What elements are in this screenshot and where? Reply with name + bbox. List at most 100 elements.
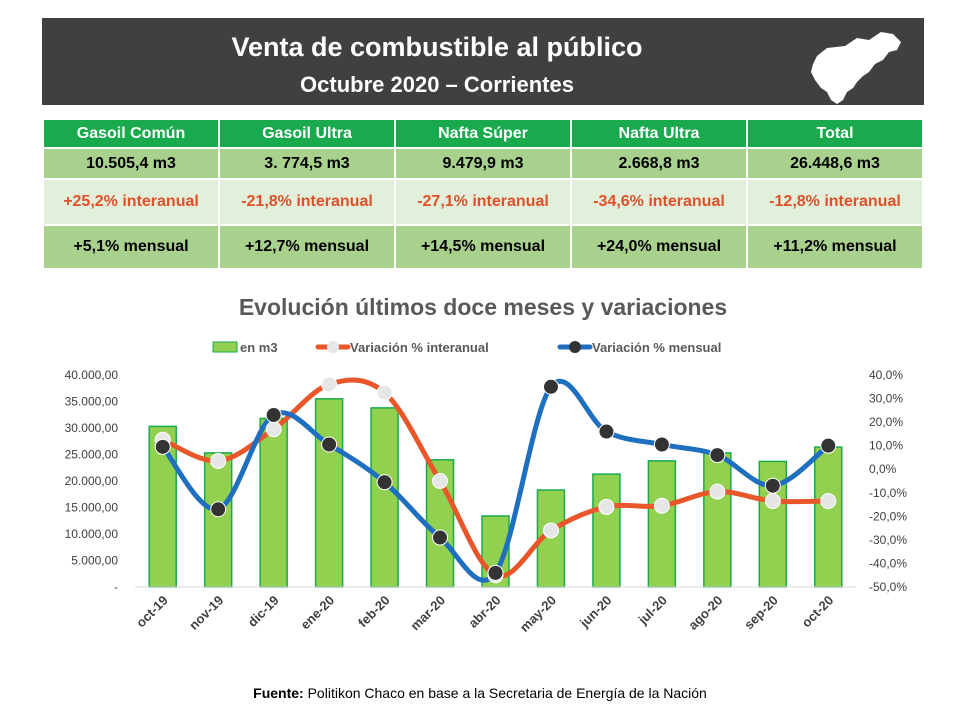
- legend-swatch-en-m3: [212, 341, 238, 353]
- source-note: Fuente: Politikon Chaco en base a la Sec…: [0, 685, 960, 701]
- marker-mensual-ene-20: [321, 436, 338, 453]
- x-tick-label-abr-20: abr-20: [465, 593, 503, 631]
- x-tick-label-ene-20: ene-20: [297, 593, 337, 633]
- y-left-tick-label: 40.000,00: [65, 368, 119, 382]
- page-subtitle: Octubre 2020 – Corrientes: [300, 72, 574, 97]
- y-right-tick-label: 40,0%: [869, 368, 903, 382]
- y-right-tick-label: -40,0%: [869, 556, 907, 570]
- bar-ago-20: [703, 452, 732, 588]
- legend-label-en-m3: en m3: [240, 340, 278, 355]
- mensual-cell: +5,1% mensual: [42, 224, 220, 270]
- source-label: Fuente:: [253, 685, 304, 701]
- x-tick-label-may-20: may-20: [517, 593, 559, 635]
- interanual-cell: -12,8% interanual: [746, 178, 924, 226]
- y-right-tick-label: 30,0%: [869, 392, 903, 406]
- marker-interanual-ene-20: [321, 376, 338, 393]
- legend-label-interanual: Variación % interanual: [350, 340, 489, 355]
- marker-mensual-jun-20: [598, 423, 615, 440]
- volume-cell: 9.479,9 m3: [394, 147, 572, 180]
- mensual-cell: +24,0% mensual: [570, 224, 748, 270]
- bar-jul-20: [647, 460, 677, 588]
- legend-label-mensual: Variación % mensual: [592, 340, 721, 355]
- marker-mensual-may-20: [542, 378, 559, 395]
- marker-interanual-mar-20: [432, 473, 449, 489]
- x-tick-label-oct-20: oct-20: [799, 593, 837, 631]
- interanual-cell: -21,8% interanual: [218, 178, 396, 226]
- header-nafta-super: Nafta Súper: [394, 118, 572, 149]
- y-left-tick-label: 30.000,00: [65, 421, 119, 435]
- volume-cell: 10.505,4 m3: [42, 147, 220, 180]
- x-tick-label-feb-20: feb-20: [355, 593, 393, 631]
- marker-mensual-ago-20: [709, 447, 726, 464]
- bar-jun-20: [592, 473, 621, 588]
- page-title: Venta de combustible al público: [231, 32, 643, 62]
- marker-mensual-nov-19: [210, 501, 227, 518]
- header-gasoil-ultra: Gasoil Ultra: [218, 118, 396, 149]
- marker-interanual-jun-20: [598, 498, 615, 515]
- marker-mensual-oct-20: [820, 437, 837, 454]
- y-right-tick-label: -30,0%: [869, 533, 907, 547]
- y-right-tick-label: 0,0%: [869, 462, 897, 476]
- marker-interanual-oct-20: [820, 493, 837, 510]
- marker-interanual-feb-20: [376, 384, 393, 401]
- x-tick-label-jun-20: jun-20: [576, 593, 614, 631]
- y-left-tick-label: 20.000,00: [65, 474, 119, 488]
- summary-table: Gasoil Común Gasoil Ultra Nafta Súper Na…: [42, 118, 924, 270]
- bar-oct-20: [814, 446, 843, 588]
- volume-cell: 26.448,6 m3: [746, 147, 924, 180]
- x-tick-label-sep-20: sep-20: [741, 593, 781, 633]
- chart-title: Evolución últimos doce meses y variacion…: [239, 294, 727, 320]
- bar-mar-20: [425, 459, 455, 588]
- y-right-tick-label: -50,0%: [869, 580, 907, 594]
- source-text: Politikon Chaco en base a la Secretaria …: [303, 685, 707, 701]
- mensual-cell: +12,7% mensual: [218, 224, 396, 270]
- header-total: Total: [746, 118, 924, 149]
- legend-marker-mensual: [569, 341, 581, 353]
- x-tick-label-jul-20: jul-20: [635, 593, 670, 628]
- marker-interanual-jul-20: [653, 497, 670, 514]
- volume-cell: 2.668,8 m3: [570, 147, 748, 180]
- header-nafta-ultra: Nafta Ultra: [570, 118, 748, 149]
- marker-mensual-oct-19: [154, 438, 171, 455]
- bar-nov-19: [203, 452, 233, 588]
- fuel-sales-chart: Evolución últimos doce meses y variacion…: [65, 294, 908, 635]
- interanual-cell: -27,1% interanual: [394, 178, 572, 226]
- x-tick-label-dic-19: dic-19: [245, 593, 282, 630]
- legend-marker-interanual: [327, 341, 339, 353]
- corrientes-province-map-icon: [811, 32, 901, 104]
- header-gasoil-comun: Gasoil Común: [42, 118, 220, 149]
- marker-interanual-may-20: [542, 522, 559, 539]
- y-right-tick-label: -20,0%: [869, 509, 907, 523]
- y-left-tick-label: -: [114, 580, 118, 594]
- marker-mensual-abr-20: [487, 564, 504, 581]
- bar-feb-20: [370, 407, 399, 588]
- y-left-tick-label: 15.000,00: [65, 501, 119, 515]
- x-tick-label-nov-19: nov-19: [186, 593, 226, 633]
- x-tick-label-mar-20: mar-20: [407, 593, 448, 634]
- marker-mensual-dic-19: [265, 407, 282, 424]
- bar-ene-20: [314, 398, 344, 588]
- interanual-cell: +25,2% interanual: [42, 178, 220, 226]
- marker-interanual-dic-19: [265, 421, 282, 438]
- y-left-tick-label: 35.000,00: [65, 395, 119, 409]
- y-left-tick-label: 25.000,00: [65, 448, 119, 462]
- title-banner: Venta de combustible al público Octubre …: [42, 18, 924, 105]
- marker-mensual-jul-20: [653, 436, 670, 453]
- y-right-tick-label: 10,0%: [869, 439, 903, 453]
- volume-cell: 3. 774,5 m3: [218, 147, 396, 180]
- marker-mensual-feb-20: [376, 474, 393, 491]
- marker-interanual-sep-20: [764, 493, 781, 510]
- y-right-tick-label: 20,0%: [869, 415, 903, 429]
- marker-mensual-mar-20: [432, 529, 449, 546]
- marker-interanual-ago-20: [709, 483, 726, 500]
- bar-dic-19: [259, 417, 288, 588]
- x-tick-label-oct-19: oct-19: [133, 593, 171, 631]
- mensual-cell: +14,5% mensual: [394, 224, 572, 270]
- interanual-cell: -34,6% interanual: [570, 178, 748, 226]
- y-left-tick-label: 10.000,00: [65, 527, 119, 541]
- x-tick-label-ago-20: ago-20: [685, 593, 725, 633]
- marker-mensual-sep-20: [764, 477, 781, 494]
- y-right-tick-label: -10,0%: [869, 486, 907, 500]
- y-left-tick-label: 5.000,00: [71, 554, 118, 568]
- marker-interanual-nov-19: [210, 452, 227, 469]
